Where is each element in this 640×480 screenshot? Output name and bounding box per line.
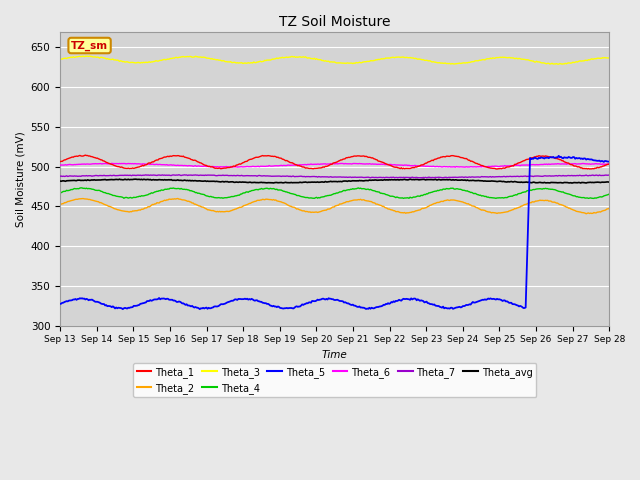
Text: TZ_sm: TZ_sm [71,40,108,51]
Legend: Theta_1, Theta_2, Theta_3, Theta_4, Theta_5, Theta_6, Theta_7, Theta_avg: Theta_1, Theta_2, Theta_3, Theta_4, Thet… [133,363,536,397]
Title: TZ Soil Moisture: TZ Soil Moisture [279,15,390,29]
Y-axis label: Soil Moisture (mV): Soil Moisture (mV) [15,131,25,227]
X-axis label: Time: Time [322,350,348,360]
